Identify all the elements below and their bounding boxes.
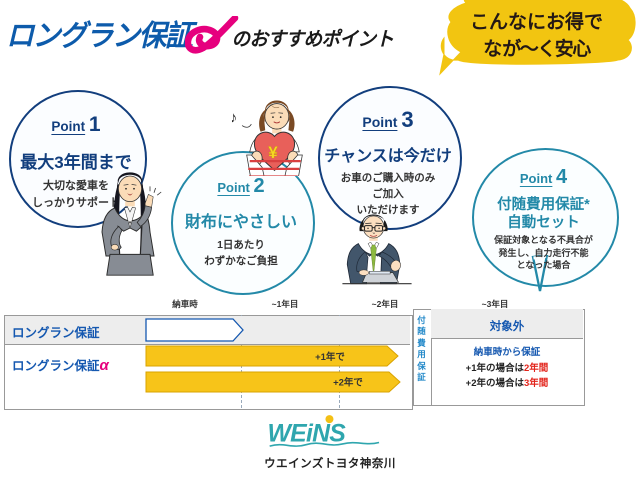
svg-text:+2年で: +2年で	[333, 377, 363, 389]
svg-text:♪: ♪	[232, 110, 237, 127]
svg-text:¥: ¥	[268, 143, 278, 162]
